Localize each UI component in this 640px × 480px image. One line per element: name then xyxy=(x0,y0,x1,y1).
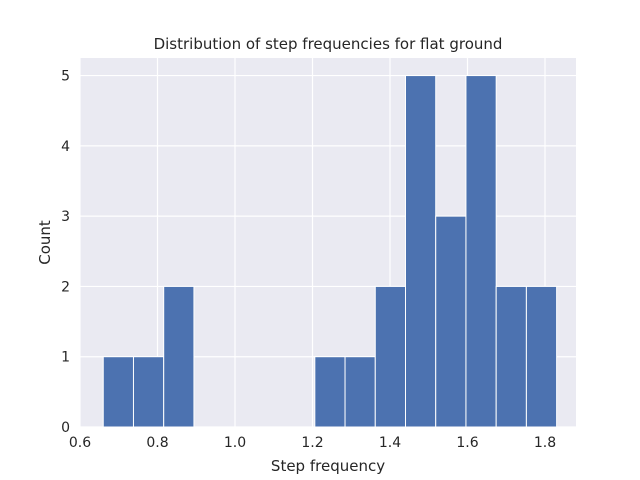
histogram-bar xyxy=(525,285,558,428)
histogram-bars xyxy=(102,75,558,428)
y-tick-label: 5 xyxy=(61,69,70,85)
x-tick-label: 0.6 xyxy=(69,435,91,451)
histogram-bar xyxy=(435,215,467,428)
y-tick-label: 2 xyxy=(61,279,70,295)
x-tick-label: 1.2 xyxy=(301,435,323,451)
histogram-bar xyxy=(405,75,437,428)
y-tick-label: 1 xyxy=(61,350,70,366)
histogram-bar xyxy=(465,75,497,428)
x-tick-label: 1.0 xyxy=(224,435,246,451)
histogram-bar xyxy=(314,356,346,428)
x-axis-label: Step frequency xyxy=(271,457,385,475)
x-tick-label: 0.8 xyxy=(146,435,168,451)
histogram-bar xyxy=(344,356,376,428)
histogram-bar xyxy=(132,356,165,428)
x-tick-label: 1.6 xyxy=(456,435,478,451)
chart-title: Distribution of step frequencies for fla… xyxy=(154,35,503,53)
x-tick-label: 1.4 xyxy=(379,435,401,451)
y-tick-label: 4 xyxy=(61,139,70,155)
histogram-bar xyxy=(102,356,134,428)
histogram-bar xyxy=(374,285,406,428)
y-tick-label: 0 xyxy=(61,420,70,436)
y-axis-label: Count xyxy=(36,220,54,265)
x-tick-label: 1.8 xyxy=(534,435,556,451)
y-tick-label: 3 xyxy=(61,209,70,225)
x-axis-ticks: 0.6 0.8 1.0 1.2 1.4 1.6 1.8 xyxy=(69,435,556,451)
histogram-bar xyxy=(163,285,195,428)
histogram-bar xyxy=(495,285,527,428)
y-axis-ticks: 0 1 2 3 4 5 xyxy=(61,69,70,436)
